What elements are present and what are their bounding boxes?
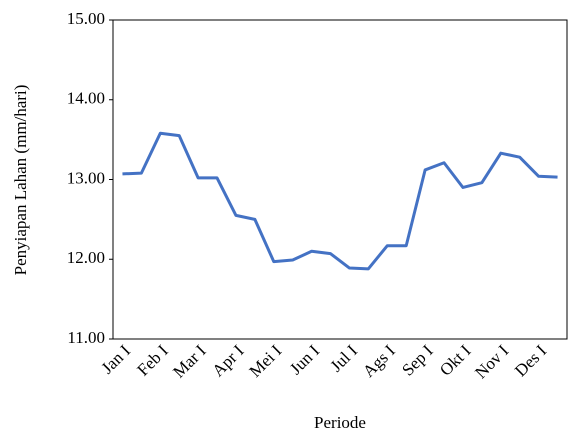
x-tick-label: Mei I xyxy=(246,341,286,381)
x-tick-label: Jul I xyxy=(327,341,362,376)
x-tick-label: Feb I xyxy=(133,341,172,380)
x-tick-label: Apr I xyxy=(208,341,247,380)
x-tick-label: Des I xyxy=(511,341,550,380)
y-tick-label: 14.00 xyxy=(67,89,105,108)
x-tick-label: Sep I xyxy=(398,341,437,380)
x-axis-title: Periode xyxy=(314,413,366,432)
y-axis-title: Penyiapan Lahan (mm/hari) xyxy=(11,85,30,276)
data-line xyxy=(122,131,558,271)
y-tick-label: 15.00 xyxy=(67,9,105,28)
x-tick-label: Mar I xyxy=(169,341,210,382)
x-tick-label: Okt I xyxy=(436,341,475,380)
x-tick-label: Nov I xyxy=(471,341,512,382)
y-tick-label: 11.00 xyxy=(67,328,105,347)
y-tick-label: 13.00 xyxy=(67,168,105,187)
x-tick-label: Jun I xyxy=(286,341,323,378)
x-tick-label: Ags I xyxy=(359,341,399,381)
plot-frame xyxy=(112,19,568,340)
y-tick-label: 12.00 xyxy=(67,248,105,267)
